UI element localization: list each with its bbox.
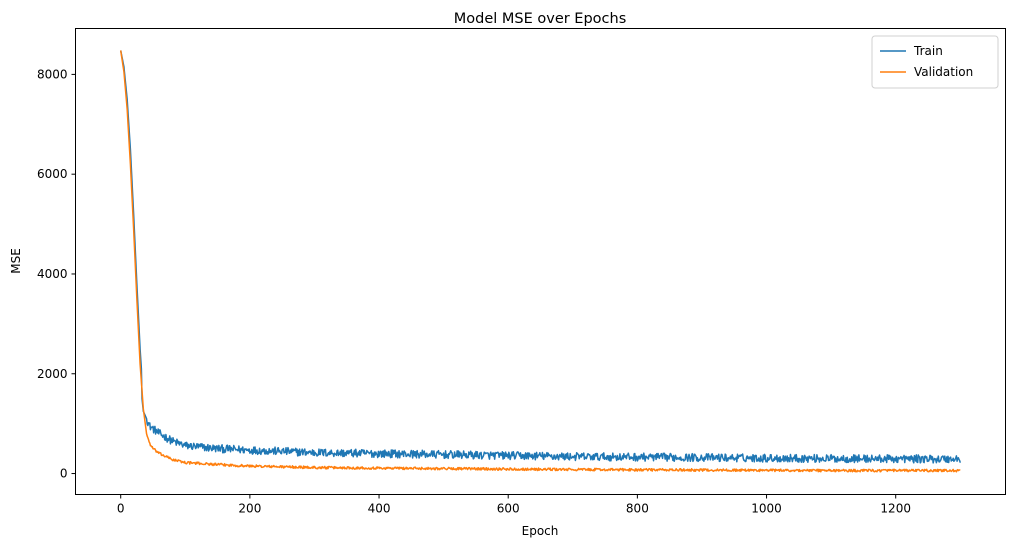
series-line-train <box>119 50 962 464</box>
y-tick-label: 6000 <box>37 167 68 181</box>
legend-box <box>871 35 999 89</box>
y-tick-label: 2000 <box>37 367 68 381</box>
series-line-validation <box>119 50 961 473</box>
y-tick-label: 0 <box>60 467 68 481</box>
legend-label: Validation <box>914 65 973 79</box>
legend-label: Train <box>913 44 943 58</box>
chart-title: Model MSE over Epochs <box>454 11 627 27</box>
x-tick-label: 400 <box>368 502 391 516</box>
x-tick-label: 1000 <box>751 502 782 516</box>
x-tick-label: 800 <box>626 502 649 516</box>
y-axis-title: MSE <box>9 248 23 274</box>
x-axis-title: Epoch <box>522 524 559 538</box>
x-tick-label: 0 <box>117 502 125 516</box>
plot-area <box>75 28 1006 495</box>
legend: Train Validation <box>871 35 999 89</box>
x-tick-label: 1200 <box>880 502 911 516</box>
y-axis: 0 2000 4000 6000 8000 <box>37 67 76 481</box>
y-tick-label: 4000 <box>37 267 68 281</box>
x-tick-label: 600 <box>497 502 520 516</box>
x-axis: 0 200 400 600 800 1000 1200 <box>117 494 911 516</box>
y-tick-label: 8000 <box>37 67 68 81</box>
series-layer <box>119 50 962 473</box>
x-tick-label: 200 <box>238 502 261 516</box>
